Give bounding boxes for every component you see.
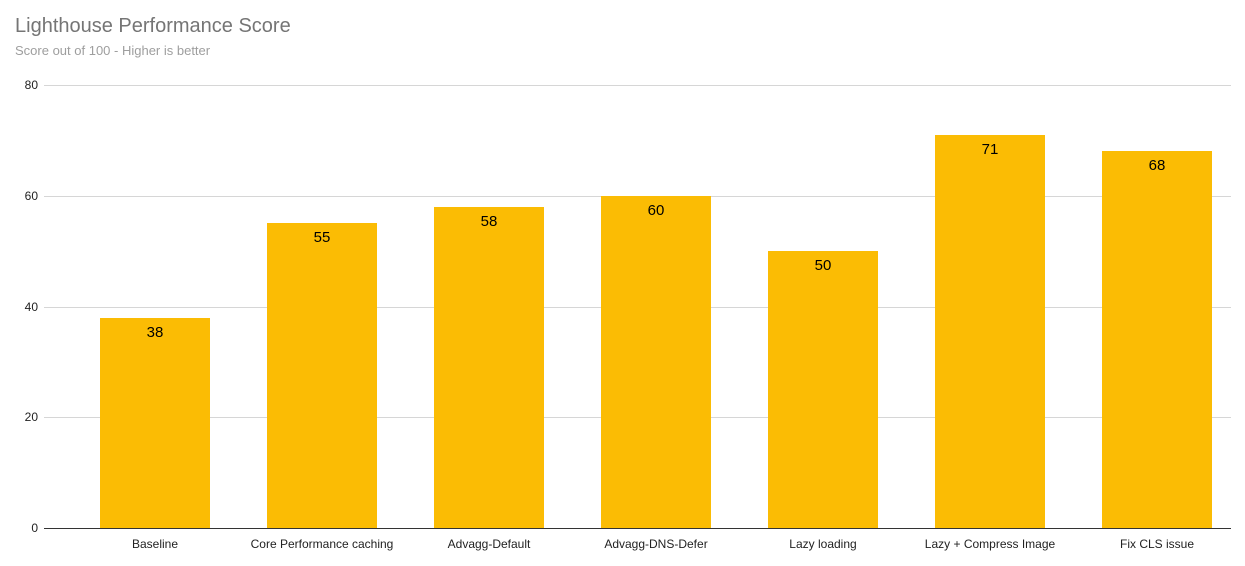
bar-baseline: 38 xyxy=(100,318,210,528)
bar-value-label: 58 xyxy=(480,213,498,230)
bar-value-label: 71 xyxy=(981,141,999,158)
bar-lazy-loading: 50 xyxy=(768,251,878,528)
x-category-label: Baseline xyxy=(131,537,179,551)
x-category-label: Core Performance caching xyxy=(250,537,394,551)
x-category-label: Lazy + Compress Image xyxy=(924,537,1056,551)
y-tick-label: 40 xyxy=(24,300,38,314)
x-category-label: Lazy loading xyxy=(789,537,857,551)
x-category-label: Fix CLS issue xyxy=(1119,537,1195,551)
bar-value-label: 50 xyxy=(814,257,832,274)
bar-advagg-default: 58 xyxy=(434,207,544,528)
bar-lazy-compress-image: 71 xyxy=(935,135,1045,528)
y-tick-label: 0 xyxy=(31,521,38,535)
x-category-label: Advagg-DNS-Defer xyxy=(604,537,708,551)
x-axis-baseline xyxy=(44,528,1231,529)
x-category-label: Advagg-Default xyxy=(447,537,531,551)
y-tick-label: 20 xyxy=(24,410,38,424)
y-tick-label: 60 xyxy=(24,189,38,203)
bar-value-label: 38 xyxy=(146,324,164,341)
bar-fix-cls-issue: 68 xyxy=(1102,151,1212,528)
chart-subtitle: Score out of 100 - Higher is better xyxy=(15,43,211,58)
chart-title: Lighthouse Performance Score xyxy=(15,15,291,37)
bar-value-label: 60 xyxy=(647,202,665,219)
bar-value-label: 55 xyxy=(313,229,331,246)
bar-advagg-dns-defer: 60 xyxy=(601,196,711,528)
gridline xyxy=(44,85,1231,86)
y-tick-label: 80 xyxy=(24,78,38,92)
bar-value-label: 68 xyxy=(1148,157,1166,174)
bar-core-performance-caching: 55 xyxy=(267,223,377,528)
